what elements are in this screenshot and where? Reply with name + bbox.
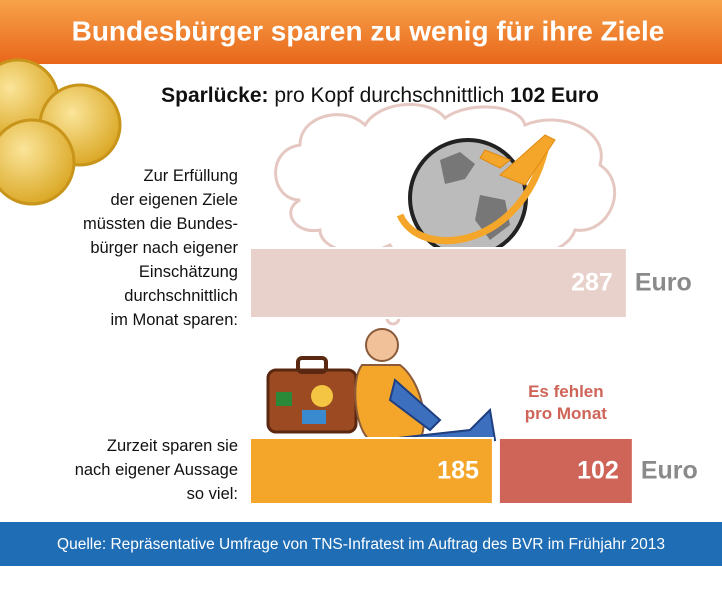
footer	[0, 522, 722, 566]
globe	[396, 134, 556, 258]
source: Quelle: Repräsentative Umfrage von TNS-I…	[57, 536, 665, 553]
category-label: Zurzeit sparen sie nach eigener Aussage so…	[75, 437, 238, 503]
value-label: 102	[577, 457, 619, 485]
title: Bundesbürger sparen zu wenig für ihre Zi…	[72, 15, 665, 46]
unit-label: Euro	[641, 457, 698, 485]
legend-label: Es fehlen pro Monat	[525, 382, 607, 423]
coins	[0, 58, 122, 206]
unit-label: Euro	[635, 269, 692, 297]
suitcase	[266, 356, 358, 434]
person	[354, 328, 497, 447]
value-label: 287	[571, 269, 613, 297]
bar	[497, 437, 634, 505]
value-label: 185	[437, 457, 479, 485]
title-bar	[0, 0, 722, 64]
category-label: Zur Erfüllung der eigenen Ziele müssten di…	[83, 167, 239, 329]
bar	[249, 247, 628, 319]
bar	[249, 437, 494, 505]
subtitle: Sparlücke: pro Kopf durchschnittlich 102…	[161, 84, 599, 107]
